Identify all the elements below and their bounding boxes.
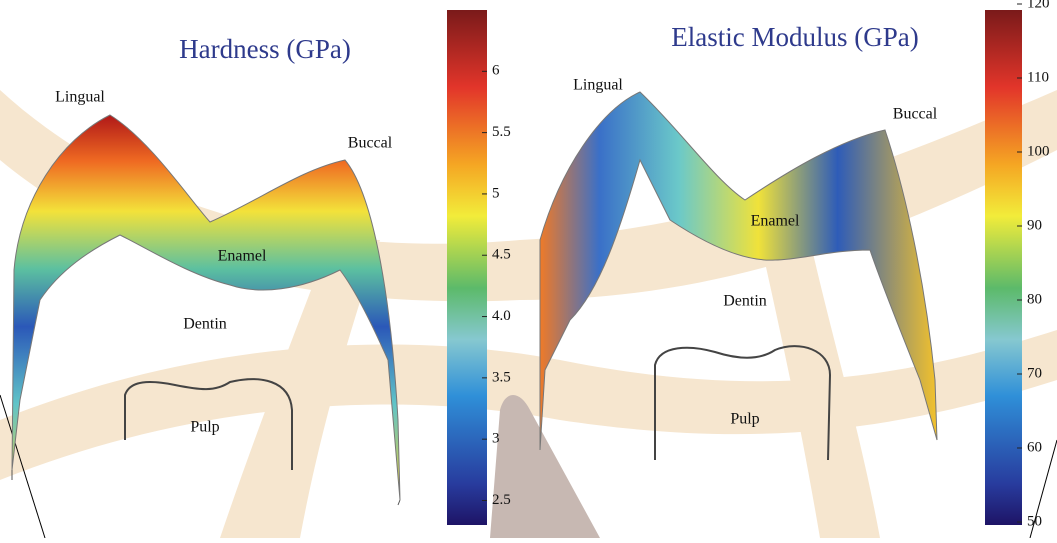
tick-label: 80 <box>1027 291 1042 307</box>
region-label: Lingual <box>573 77 623 94</box>
region-label: Buccal <box>348 135 393 152</box>
region-label: Pulp <box>730 411 759 428</box>
region-label: Enamel <box>218 248 267 265</box>
region-label: Enamel <box>751 213 800 230</box>
region-label: Dentin <box>183 316 227 333</box>
edge-line <box>1029 439 1057 539</box>
region-label: Dentin <box>723 293 767 310</box>
colorbar <box>985 10 1022 525</box>
tick-label: 4.5 <box>492 247 511 263</box>
tick-label: 110 <box>1027 69 1049 85</box>
tick-label: 120 <box>1027 0 1050 11</box>
panel-title: Elastic Modulus (GPa) <box>671 22 918 52</box>
tick-label: 60 <box>1027 439 1042 455</box>
tick-label: 2.5 <box>492 492 511 508</box>
edge-line <box>0 394 46 539</box>
colorbar <box>447 10 487 525</box>
tick-label: 5.5 <box>492 124 511 140</box>
tick-label: 6 <box>492 63 500 79</box>
tick-label: 90 <box>1027 217 1042 233</box>
tooth-left <box>11 114 401 506</box>
tick-label: 3.5 <box>492 369 511 385</box>
region-label: Lingual <box>55 89 105 106</box>
tooth-right <box>539 91 938 461</box>
region-label: Pulp <box>190 419 219 436</box>
tick-label: 4.0 <box>492 308 511 324</box>
tick-label: 100 <box>1027 143 1050 159</box>
tick-label: 70 <box>1027 365 1042 381</box>
watermark-shape <box>490 395 600 538</box>
tick-label: 50 <box>1027 513 1042 529</box>
panel-title: Hardness (GPa) <box>179 34 351 64</box>
tick-label: 3 <box>492 431 500 447</box>
region-label: Buccal <box>893 106 938 123</box>
tick-label: 5 <box>492 185 500 201</box>
